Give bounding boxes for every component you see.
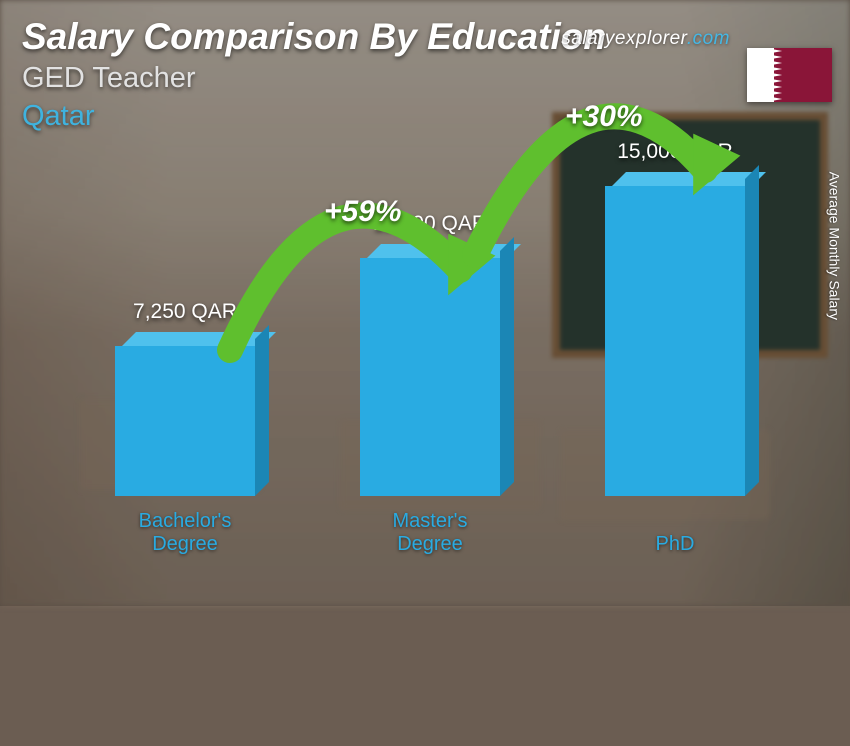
increase-arrow-icon	[60, 140, 850, 746]
chart-subtitle: GED Teacher	[22, 62, 196, 95]
chart-country: Qatar	[22, 100, 95, 133]
watermark: salaryexplorer.com	[561, 28, 730, 50]
percent-increase-label: +30%	[565, 100, 643, 134]
qatar-flag-icon	[747, 48, 832, 102]
flag-serration	[766, 48, 782, 102]
watermark-domain: .com	[687, 28, 730, 49]
watermark-name: salaryexplorer	[561, 28, 687, 49]
bar-chart: 7,250 QARBachelor'sDegree11,500 QARMaste…	[60, 140, 790, 556]
flag-maroon	[774, 48, 832, 102]
chart-title: Salary Comparison By Education	[22, 16, 606, 58]
